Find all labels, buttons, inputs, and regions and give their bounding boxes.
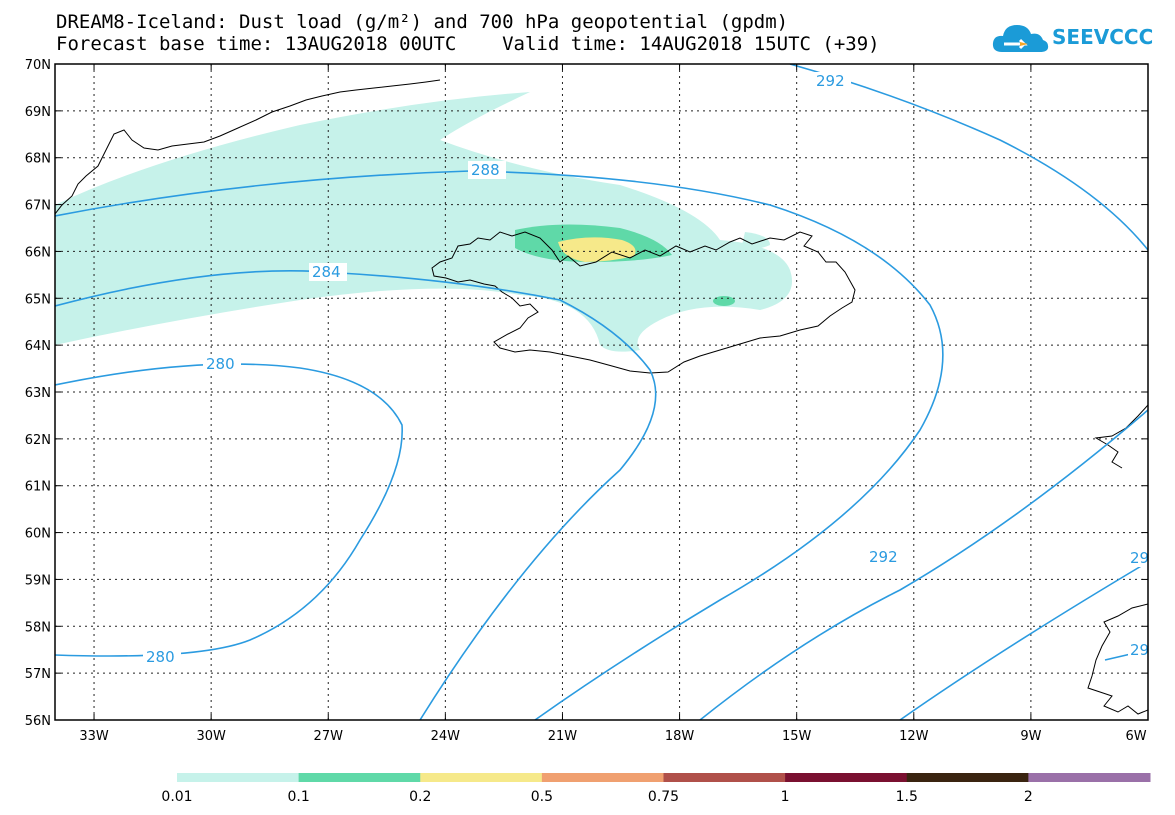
lat-tick-label: 57N <box>25 667 51 682</box>
logo-text: SEEVCCC <box>1052 25 1154 49</box>
lat-tick-label: 68N <box>25 152 51 167</box>
colorbar-swatch <box>1028 773 1151 782</box>
lat-tick-label: 70N <box>25 58 51 73</box>
colorbar-label: 0.5 <box>531 789 553 805</box>
cloud-icon <box>992 25 1049 52</box>
lat-tick-label: 65N <box>25 292 51 307</box>
colorbar-swatch <box>177 773 300 782</box>
lon-tick-label: 15W <box>782 729 812 744</box>
lon-tick-label: 9W <box>1020 729 1041 744</box>
scotland-coastline-south <box>1087 603 1148 715</box>
lat-tick-label: 64N <box>25 339 51 354</box>
colorbar-label: 2 <box>1024 789 1033 805</box>
contour-label: 292 <box>816 72 845 90</box>
contour-label: 280 <box>146 648 175 666</box>
lat-tick-label: 63N <box>25 386 51 401</box>
lat-tick-label: 66N <box>25 245 51 260</box>
dust-field <box>55 92 792 352</box>
dust-area-0.01 <box>55 92 792 352</box>
lon-tick-label: 27W <box>314 729 344 744</box>
contour-284 <box>55 270 657 720</box>
contour-280-upper <box>55 363 403 657</box>
colorbar-swatch <box>785 773 908 782</box>
lat-tick-label: 67N <box>25 199 51 214</box>
lat-tick-label: 60N <box>25 527 51 542</box>
seevccc-logo: SEEVCCC <box>990 18 1160 58</box>
lat-tick-label: 59N <box>25 573 51 588</box>
contour-label: 292 <box>869 548 898 566</box>
lon-tick-label: 24W <box>431 729 461 744</box>
lon-tick-label: 30W <box>196 729 226 744</box>
lon-tick-label: 21W <box>548 729 578 744</box>
contour-label: 29 <box>1130 641 1149 659</box>
lon-tick-label: 6W <box>1125 729 1146 744</box>
geopotential-contours <box>55 64 1148 720</box>
colorbar-swatch <box>298 773 421 782</box>
colorbar: 0.01 0.1 0.2 0.5 0.75 1 1.5 2 <box>161 773 1151 805</box>
iceland-coastline <box>431 231 856 374</box>
contour-288 <box>55 170 944 720</box>
colorbar-swatch <box>663 773 786 782</box>
colorbar-label: 1 <box>781 789 790 805</box>
map-title: DREAM8-Iceland: Dust load (g/m²) and 700… <box>56 11 789 33</box>
axis-ticks: 70N 69N 68N 67N 66N 65N 64N 63N 62N 61N 60N 59N 58N 5… <box>25 58 1149 744</box>
contour-292-lower <box>699 409 1148 720</box>
colorbar-swatch <box>541 773 664 782</box>
colorbar-label: 0.2 <box>409 789 431 805</box>
coastlines <box>55 79 1148 715</box>
contour-292-upper <box>789 64 1148 251</box>
colorbar-swatch <box>420 773 543 782</box>
scotland-coastline <box>1094 404 1148 469</box>
contour-label: 288 <box>471 161 500 179</box>
lon-tick-label: 33W <box>79 729 109 744</box>
contour-label: 284 <box>312 263 341 281</box>
colorbar-label: 0.75 <box>648 789 679 805</box>
dust-spot-0.1 <box>713 296 735 306</box>
colorbar-label: 1.5 <box>896 789 918 805</box>
graticule <box>55 64 1148 720</box>
lon-tick-label: 18W <box>665 729 695 744</box>
dust-area-0.2 <box>558 237 636 262</box>
colorbar-label: 0.01 <box>161 789 192 805</box>
contour-label: 29 <box>1130 549 1149 567</box>
lon-tick-label: 12W <box>899 729 929 744</box>
lat-tick-label: 61N <box>25 480 51 495</box>
map-subtitle: Forecast base time: 13AUG2018 00UTC Vali… <box>56 33 880 55</box>
lat-tick-label: 69N <box>25 105 51 120</box>
lat-tick-label: 56N <box>25 714 51 729</box>
contour-label: 280 <box>206 355 235 373</box>
lat-tick-label: 62N <box>25 433 51 448</box>
contour-labels: 280 280 284 288 292 292 29 29 <box>143 72 1150 666</box>
colorbar-swatch <box>906 773 1029 782</box>
colorbar-label: 0.1 <box>287 789 309 805</box>
contour-296 <box>899 561 1148 720</box>
greenland-coastline <box>55 79 441 215</box>
lat-tick-label: 58N <box>25 620 51 635</box>
